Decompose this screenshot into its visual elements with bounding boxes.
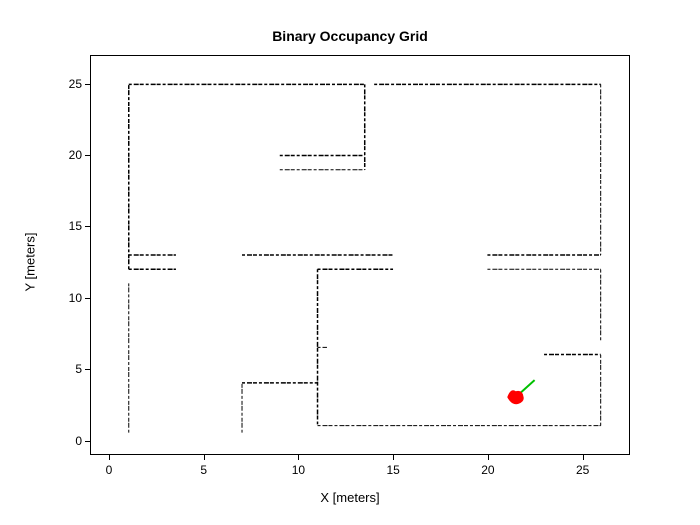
y-axis-label: Y [meters] <box>23 232 38 291</box>
x-tick-label: 15 <box>386 463 399 477</box>
occupancy-map <box>91 56 629 454</box>
chart-title: Binary Occupancy Grid <box>0 28 700 44</box>
x-tick <box>583 455 584 460</box>
y-tick <box>85 441 90 442</box>
y-tick-label: 20 <box>58 148 82 162</box>
y-tick-label: 5 <box>58 362 82 376</box>
x-tick <box>109 455 110 460</box>
x-tick-label: 10 <box>292 463 305 477</box>
y-tick-label: 10 <box>58 291 82 305</box>
y-tick <box>85 84 90 85</box>
x-tick-label: 20 <box>481 463 494 477</box>
x-axis-label: X [meters] <box>0 490 700 505</box>
y-tick-label: 0 <box>58 434 82 448</box>
y-tick <box>85 369 90 370</box>
x-tick-label: 25 <box>576 463 589 477</box>
x-tick <box>393 455 394 460</box>
plot-area <box>90 55 630 455</box>
y-tick <box>85 298 90 299</box>
y-tick <box>85 155 90 156</box>
y-tick <box>85 226 90 227</box>
y-tick-label: 15 <box>58 219 82 233</box>
y-tick-label: 25 <box>58 77 82 91</box>
robot-marker <box>507 390 523 404</box>
x-tick <box>204 455 205 460</box>
x-tick-label: 0 <box>106 463 113 477</box>
figure: Binary Occupancy Grid Y [meters] X [mete… <box>0 0 700 525</box>
x-tick <box>488 455 489 460</box>
x-tick-label: 5 <box>200 463 207 477</box>
x-tick <box>298 455 299 460</box>
